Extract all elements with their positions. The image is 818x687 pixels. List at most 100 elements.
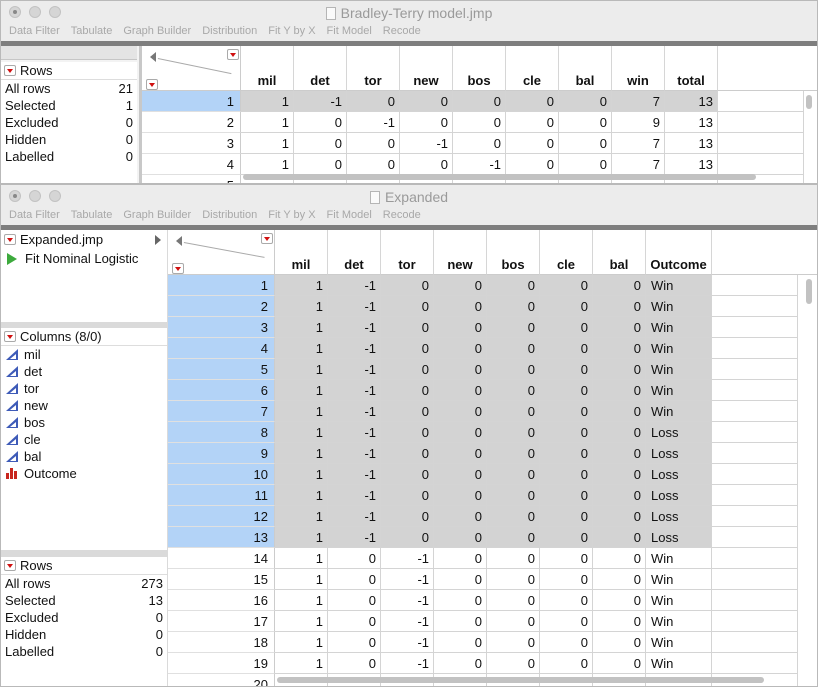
table-cell[interactable]: Win [646, 338, 712, 359]
horizontal-scrollbar[interactable] [243, 174, 757, 180]
table-name-row[interactable]: Expanded.jmp [1, 230, 167, 250]
table-cell[interactable]: 0 [328, 632, 381, 653]
table-cell[interactable]: 0 [434, 422, 487, 443]
table-cell[interactable]: 0 [540, 380, 593, 401]
toolbar-recode[interactable]: Recode [382, 209, 421, 221]
row-number[interactable]: 9 [168, 443, 275, 464]
table-cell[interactable]: 0 [453, 112, 506, 133]
table-cell[interactable]: 0 [593, 527, 646, 548]
toolbar-distribution[interactable]: Distribution [202, 25, 258, 37]
table-cell[interactable]: 0 [540, 653, 593, 674]
empty-cell[interactable] [712, 464, 798, 485]
table-cell[interactable]: 0 [328, 653, 381, 674]
row-number[interactable]: 5 [168, 359, 275, 380]
row-number[interactable]: 2 [168, 296, 275, 317]
window-titlebar[interactable]: Bradley-Terry model.jmp [1, 1, 817, 23]
table-cell[interactable]: 0 [506, 133, 559, 154]
table-row[interactable]: 15 1 0 -1 0 0 0 0 Win [168, 569, 817, 590]
red-triangle-menu-icon[interactable] [4, 331, 16, 342]
empty-cell[interactable] [712, 443, 798, 464]
empty-cell[interactable] [712, 611, 798, 632]
table-row[interactable]: 8 1 -1 0 0 0 0 0 Loss [168, 422, 817, 443]
column-item-bos[interactable]: bos [1, 414, 167, 431]
table-cell[interactable]: -1 [381, 590, 434, 611]
empty-cell[interactable] [712, 548, 798, 569]
table-cell[interactable]: 0 [540, 548, 593, 569]
rows-panel-header[interactable]: Rows [1, 557, 167, 575]
column-header-new[interactable]: new [400, 46, 453, 91]
table-cell[interactable]: 0 [593, 317, 646, 338]
table-cell[interactable]: 0 [487, 548, 540, 569]
table-cell[interactable]: 0 [434, 443, 487, 464]
table-cell[interactable]: 0 [593, 443, 646, 464]
table-row[interactable]: 11 1 -1 0 0 0 0 0 Loss [168, 485, 817, 506]
row-number[interactable]: 13 [168, 527, 275, 548]
table-cell[interactable]: 0 [434, 653, 487, 674]
table-row[interactable]: 14 1 0 -1 0 0 0 0 Win [168, 548, 817, 569]
table-cell[interactable]: 0 [381, 506, 434, 527]
empty-cell[interactable] [712, 569, 798, 590]
table-cell[interactable]: 1 [275, 359, 328, 380]
table-cell[interactable]: 0 [294, 112, 347, 133]
table-cell[interactable]: 0 [328, 611, 381, 632]
table-cell[interactable]: 1 [275, 506, 328, 527]
table-cell[interactable]: 1 [275, 380, 328, 401]
table-cell[interactable]: 0 [593, 401, 646, 422]
table-cell[interactable]: 0 [381, 443, 434, 464]
table-cell[interactable]: 9 [612, 112, 665, 133]
table-row[interactable]: 17 1 0 -1 0 0 0 0 Win [168, 611, 817, 632]
table-cell[interactable]: 0 [434, 338, 487, 359]
columns-panel-header[interactable]: Columns (8/0) [1, 328, 167, 346]
column-item-tor[interactable]: tor [1, 380, 167, 397]
column-item-cle[interactable]: cle [1, 431, 167, 448]
table-row[interactable]: 13 1 -1 0 0 0 0 0 Loss [168, 527, 817, 548]
table-cell[interactable]: 0 [453, 133, 506, 154]
table-cell[interactable]: Win [646, 611, 712, 632]
table-cell[interactable]: -1 [328, 422, 381, 443]
empty-cell[interactable] [718, 175, 804, 183]
table-cell[interactable]: Win [646, 296, 712, 317]
close-window-button[interactable] [9, 6, 21, 18]
columns-red-triangle-icon[interactable] [261, 233, 273, 244]
table-cell[interactable]: 1 [275, 590, 328, 611]
table-cell[interactable]: 0 [487, 443, 540, 464]
table-cell[interactable]: 0 [487, 590, 540, 611]
column-header-win[interactable]: win [612, 46, 665, 91]
column-header-det[interactable]: det [294, 46, 347, 91]
row-number[interactable]: 18 [168, 632, 275, 653]
table-cell[interactable]: 1 [275, 296, 328, 317]
table-cell[interactable]: -1 [328, 275, 381, 296]
table-cell[interactable]: Win [646, 359, 712, 380]
table-cell[interactable]: 7 [612, 91, 665, 112]
table-cell[interactable]: 0 [593, 569, 646, 590]
column-header-mil[interactable]: mil [241, 46, 294, 91]
table-cell[interactable]: 0 [434, 590, 487, 611]
table-cell[interactable]: -1 [328, 401, 381, 422]
table-cell[interactable]: -1 [328, 296, 381, 317]
table-cell[interactable]: 0 [434, 380, 487, 401]
column-header-bal[interactable]: bal [593, 230, 646, 275]
toolbar-fit-y-by-x[interactable]: Fit Y by X [268, 25, 316, 37]
column-selector-arrow-icon[interactable] [176, 236, 182, 246]
empty-cell[interactable] [712, 317, 798, 338]
table-cell[interactable]: 1 [275, 275, 328, 296]
table-cell[interactable]: 0 [540, 464, 593, 485]
table-cell[interactable]: 0 [540, 527, 593, 548]
column-header-tor[interactable]: tor [347, 46, 400, 91]
empty-cell[interactable] [712, 527, 798, 548]
table-cell[interactable]: 0 [487, 380, 540, 401]
row-number[interactable]: 2 [142, 112, 241, 133]
table-cell[interactable]: 0 [347, 133, 400, 154]
toolbar-fit-model[interactable]: Fit Model [326, 209, 372, 221]
table-row[interactable]: 10 1 -1 0 0 0 0 0 Loss [168, 464, 817, 485]
table-cell[interactable]: -1 [453, 154, 506, 175]
table-cell[interactable]: 1 [241, 154, 294, 175]
table-cell[interactable]: -1 [381, 548, 434, 569]
table-cell[interactable]: 0 [381, 359, 434, 380]
table-cell[interactable]: 0 [506, 91, 559, 112]
table-cell[interactable]: 0 [381, 422, 434, 443]
table-cell[interactable]: 0 [559, 91, 612, 112]
table-cell[interactable]: 1 [275, 401, 328, 422]
table-cell[interactable]: -1 [328, 443, 381, 464]
table-cell[interactable]: 0 [434, 296, 487, 317]
